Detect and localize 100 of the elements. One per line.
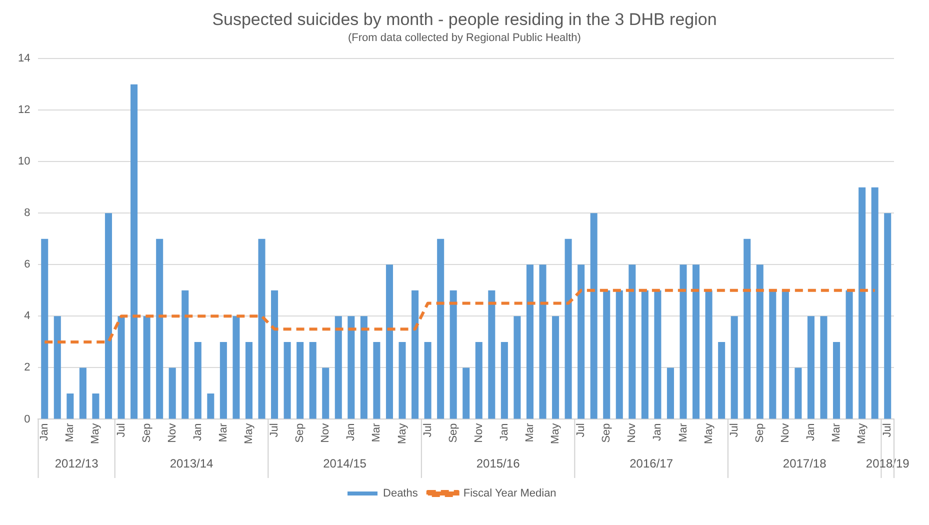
bar	[284, 342, 291, 419]
bar	[603, 290, 610, 419]
y-tick-label: 14	[18, 52, 30, 65]
x-tick-label: May	[243, 422, 256, 444]
bar	[526, 264, 534, 419]
bar	[168, 368, 176, 419]
y-tick-label: 12	[18, 104, 30, 116]
bar	[309, 342, 316, 419]
bar	[245, 342, 252, 419]
text: 2018/19	[866, 456, 910, 470]
bar	[322, 368, 330, 419]
bar	[500, 342, 508, 419]
bar	[412, 290, 419, 419]
bar	[156, 238, 164, 419]
x-tick-label: Nov	[626, 422, 638, 443]
bar	[705, 290, 712, 419]
y-tick-label: 10	[18, 156, 30, 168]
x-tick-label: Jul	[882, 423, 894, 438]
bar	[769, 290, 776, 419]
bar	[424, 342, 432, 419]
bar	[666, 368, 674, 419]
x-tick-label: Mar	[677, 422, 690, 442]
x-tick-label: Jul	[115, 423, 128, 438]
bar	[475, 342, 482, 419]
bar	[143, 316, 150, 419]
bar	[130, 84, 138, 419]
bar	[884, 213, 892, 419]
y-tick-label: 2	[24, 362, 30, 374]
bar	[360, 316, 368, 419]
bar	[794, 368, 802, 419]
bar	[782, 290, 789, 419]
bar	[858, 187, 866, 419]
x-tick-label: Mar	[524, 422, 536, 442]
bar	[654, 290, 662, 419]
x-tick-label: Sep	[294, 423, 306, 443]
bar	[258, 238, 266, 419]
x-tick-label: Jul	[268, 423, 281, 438]
chart-title: Suspected suicides by month - people residing in the 3 DHB region	[211, 10, 718, 30]
bar	[590, 213, 598, 419]
x-tick-label: Jul	[728, 423, 740, 438]
x-tick-label: Nov	[779, 422, 792, 443]
bar	[871, 187, 878, 419]
legend-label: Fiscal Year Median	[463, 488, 556, 500]
bar	[207, 393, 214, 419]
text: 2015/16	[476, 456, 520, 470]
x-tick-label: Jan	[652, 423, 664, 441]
bar	[730, 316, 738, 419]
bar	[437, 238, 444, 419]
text: 2017/18	[782, 456, 827, 470]
y-tick-label: 4	[24, 310, 30, 322]
text: 2012/13	[54, 456, 99, 470]
x-tick-label: Mar	[830, 422, 843, 442]
x-tick-label: Jan	[38, 423, 51, 441]
x-tick-label: May	[396, 422, 408, 444]
x-tick-label: Jul	[575, 423, 588, 438]
bar	[833, 342, 840, 419]
bar	[220, 342, 227, 419]
bar	[807, 316, 814, 419]
x-tick-label: Jan	[498, 423, 510, 441]
x-tick-label: Mar	[64, 422, 76, 442]
bar	[628, 264, 636, 419]
bar	[92, 393, 100, 419]
bar	[680, 264, 687, 419]
bar	[539, 264, 546, 419]
bar	[348, 316, 355, 419]
x-tick-label: Jul	[422, 423, 434, 438]
bar	[386, 264, 393, 419]
bar	[118, 316, 125, 419]
x-tick-label: Sep	[140, 423, 153, 443]
bar	[450, 290, 457, 419]
y-tick-label: 0	[24, 413, 30, 426]
y-tick-label: 6	[24, 258, 30, 271]
chart-subtitle: (From data collected by Regional Public Health)	[347, 32, 582, 44]
text: 2014/15	[323, 456, 367, 470]
bar	[578, 264, 585, 419]
bar	[744, 238, 751, 419]
bar	[194, 342, 202, 419]
bar	[182, 290, 189, 419]
x-tick-label: Mar	[370, 422, 383, 442]
x-tick-label: May	[702, 422, 715, 444]
x-tick-label: Nov	[472, 422, 485, 443]
bar	[334, 316, 342, 419]
bar	[232, 316, 240, 419]
bar	[616, 290, 623, 419]
x-tick-label: Sep	[754, 423, 766, 443]
x-tick-label: Jan	[805, 423, 818, 441]
bar	[66, 393, 74, 419]
x-tick-label: Sep	[447, 423, 460, 443]
x-tick-label: Jan	[192, 423, 204, 441]
bar	[398, 342, 406, 419]
text: 2016/17	[630, 456, 674, 470]
bar	[54, 316, 61, 419]
x-tick-label: Nov	[320, 422, 332, 443]
x-tick-label: May	[550, 422, 562, 444]
y-tick-label: 8	[24, 207, 30, 220]
bar	[296, 342, 304, 419]
x-tick-label: May	[856, 422, 868, 444]
bar	[564, 238, 572, 419]
bar	[373, 342, 380, 419]
bar	[692, 264, 700, 419]
